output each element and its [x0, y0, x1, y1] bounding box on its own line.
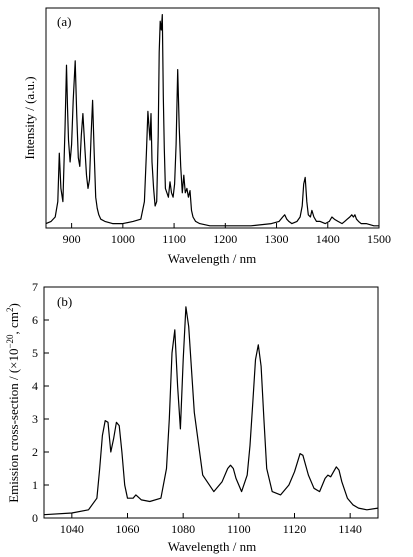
- panel-b-y-label-exponent: −20: [5, 334, 15, 349]
- y-tick-label: 6: [32, 313, 38, 327]
- x-tick-label: 1100: [162, 232, 186, 246]
- panel-a-x-axis-label: Wavelength / nm: [168, 251, 257, 266]
- panel-b-x-ticks: 1040 1060 1080 1100 1120 1140: [60, 513, 362, 536]
- panel-b-y-label-close: ): [6, 303, 21, 307]
- x-tick-label: 1040: [60, 522, 84, 536]
- x-tick-label: 1400: [316, 232, 340, 246]
- panel-b-x-axis-label: Wavelength / nm: [168, 539, 257, 554]
- panel-b-y-label-unit-power: 2: [5, 308, 15, 313]
- panel-a-label: (a): [57, 14, 71, 29]
- y-tick-label: 2: [32, 445, 38, 459]
- panel-a-x-ticks: 900 1000 1100 1200 1300 1400 1500: [63, 223, 391, 246]
- y-tick-label: 0: [32, 511, 38, 525]
- y-tick-label: 4: [32, 379, 38, 393]
- panel-b-marks: [43, 306, 379, 516]
- y-tick-label: 7: [32, 280, 38, 294]
- series-line-0: [45, 14, 379, 227]
- panel-b: 1040 1060 1080 1100 1120 1140 0 1 2 3 4 5 6 7 (b) Wa…: [5, 280, 379, 554]
- panel-a-y-axis-label: Intensity / (a.u.): [22, 76, 37, 159]
- x-tick-label: 1140: [338, 522, 362, 536]
- x-tick-label: 1000: [111, 232, 135, 246]
- x-tick-label: 1500: [367, 232, 391, 246]
- x-tick-label: 1200: [213, 232, 237, 246]
- panel-a-marks: [45, 14, 379, 227]
- panel-b-plot-frame: [43, 286, 379, 519]
- panel-b-label: (b): [57, 294, 72, 309]
- panel-a: 900 1000 1100 1200 1300 1400 1500 (a) Waveleng…: [22, 7, 391, 266]
- series-line-0: [43, 306, 379, 516]
- y-tick-label: 1: [32, 478, 38, 492]
- x-tick-label: 1100: [227, 522, 251, 536]
- x-tick-label: 1120: [283, 522, 307, 536]
- panel-b-y-ticks: 0 1 2 3 4 5 6 7: [32, 280, 49, 525]
- panel-a-plot-frame: [45, 7, 380, 229]
- x-tick-label: 1080: [171, 522, 195, 536]
- panel-b-y-axis-label: Emission cross-section / (×10−20, cm2): [5, 303, 21, 503]
- panel-b-y-label-suffix: , cm: [6, 312, 21, 334]
- x-tick-label: 1060: [116, 522, 140, 536]
- y-tick-label: 3: [32, 412, 38, 426]
- y-tick-label: 5: [32, 346, 38, 360]
- x-tick-label: 900: [63, 232, 81, 246]
- x-tick-label: 1300: [265, 232, 289, 246]
- panel-b-y-label-main: Emission cross-section / (×10: [6, 349, 21, 503]
